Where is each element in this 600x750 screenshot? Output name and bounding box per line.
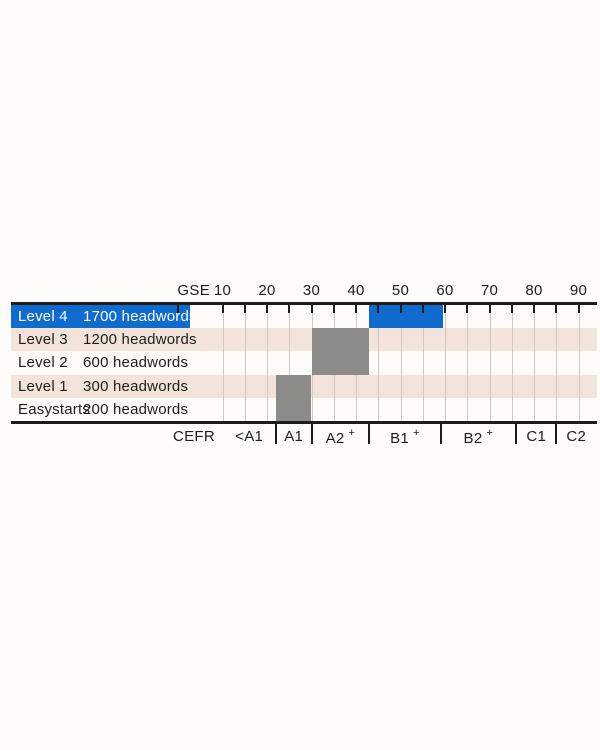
gse-tick-label-90: 90 <box>569 282 588 299</box>
plus-superscript: + <box>413 427 420 439</box>
gse-tick-75 <box>510 305 513 313</box>
gridline-gse-45 <box>378 305 380 421</box>
plus-superscript: + <box>486 427 494 439</box>
gse-tick-label-20: 20 <box>258 282 276 299</box>
gridline-gse-25 <box>289 305 291 421</box>
gse-tick-label-10: 10 <box>213 282 232 299</box>
cefr-band-label-b1: B1 + <box>390 427 420 447</box>
gse-tick-55 <box>421 305 424 313</box>
row-label-2: Level 3 <box>18 331 68 349</box>
gridline-gse-65 <box>467 305 469 421</box>
gridline-gse-20 <box>267 305 268 421</box>
gse-tick-label-70: 70 <box>480 282 499 299</box>
blue-range-bar-1 <box>369 305 443 329</box>
gse-tick-90 <box>577 305 580 313</box>
gridline-gse-80 <box>534 305 535 421</box>
gse-tick-label-60: 60 <box>436 282 454 299</box>
gse-tick-40 <box>355 305 357 313</box>
gse-tick-80 <box>533 305 535 313</box>
gse-tick-45 <box>377 305 380 313</box>
gse-tick-0 <box>177 305 179 313</box>
gse-tick-15 <box>243 305 246 313</box>
cefr-axis-line <box>11 421 597 424</box>
gridline-gse-15 <box>244 305 246 421</box>
cefr-band-label-c1: C1 <box>526 428 547 445</box>
gridline-gse-70 <box>489 305 491 421</box>
gse-tick-30 <box>310 305 313 313</box>
gse-tick-10 <box>221 305 224 313</box>
gray-range-bar-4 <box>275 374 312 398</box>
row-stripe-level-3 <box>11 328 597 352</box>
cefr-divider-gse-30 <box>310 424 313 444</box>
gridline-gse-85 <box>556 305 558 421</box>
gse-tick-60 <box>444 305 446 313</box>
gse-tick-label-80: 80 <box>525 282 543 299</box>
cefr-divider-gse-76 <box>515 424 518 444</box>
row-headwords-4: 300 headwords <box>83 377 189 395</box>
cefr-divider-gse-43 <box>368 424 371 444</box>
cefr-band-label-b2: B2 + <box>463 427 494 447</box>
cefr-divider-gse-59 <box>439 424 442 444</box>
gse-axis-line <box>11 302 597 305</box>
gse-tick-85 <box>555 305 558 313</box>
plus-superscript: + <box>348 427 356 439</box>
row-headwords-5: 200 headwords <box>83 400 189 418</box>
gse-tick-50 <box>399 305 402 313</box>
gse-tick-70 <box>488 305 491 313</box>
gridline-gse-60 <box>445 305 446 421</box>
row-headwords-1: 1700 headwords <box>83 308 197 325</box>
cefr-band-label-c2: C2 <box>566 428 587 445</box>
gray-range-bar-5 <box>275 397 312 421</box>
gse-tick-label-40: 40 <box>347 282 365 299</box>
cefr-axis-title: CEFR <box>172 428 215 445</box>
gse-tick-65 <box>466 305 469 313</box>
row-label-1: Level 4 <box>18 308 68 325</box>
gridline-gse-10 <box>222 305 224 421</box>
gse-tick-20 <box>266 305 268 313</box>
gse-axis-title: GSE <box>177 282 210 299</box>
cefr-band-label-lt-a1: <A1 <box>235 428 264 445</box>
gridline-gse-75 <box>511 305 513 421</box>
gray-range-bar-3 <box>311 351 370 375</box>
row-highlight-block <box>11 305 190 329</box>
row-stripe-level-2 <box>11 351 597 375</box>
row-label-4: Level 1 <box>18 377 68 395</box>
gse-tick-label-50: 50 <box>391 282 410 299</box>
gridline-gse-50 <box>400 305 402 421</box>
cefr-divider-gse-85 <box>555 424 558 444</box>
gse-tick-label-30: 30 <box>302 282 321 299</box>
cefr-band-label-a2: A2 + <box>325 427 356 447</box>
gse-tick-35 <box>332 305 335 313</box>
cefr-band-label-a1: A1 <box>284 428 304 445</box>
gray-range-bar-2 <box>311 328 370 352</box>
row-headwords-2: 1200 headwords <box>83 331 197 349</box>
row-headwords-3: 600 headwords <box>83 354 189 372</box>
gridline-gse-90 <box>578 305 580 421</box>
gse-tick-25 <box>288 305 291 313</box>
row-label-3: Level 2 <box>18 354 68 372</box>
cefr-divider-gse-22 <box>274 424 277 444</box>
gridline-gse-55 <box>422 305 424 421</box>
row-label-5: Easystarts <box>18 400 91 418</box>
